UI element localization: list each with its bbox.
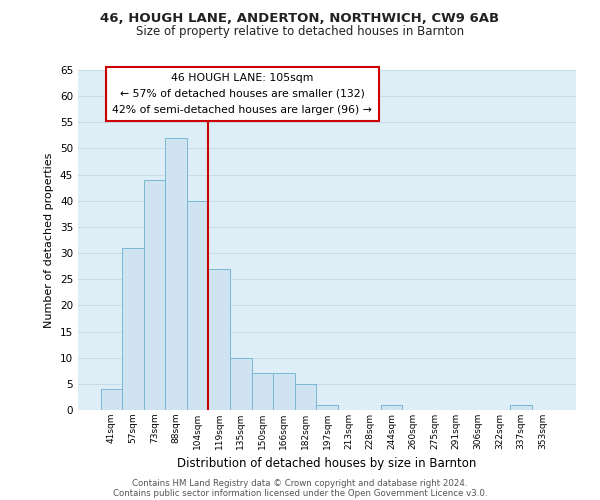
- Bar: [166, 138, 187, 410]
- Text: 46, HOUGH LANE, ANDERTON, NORTHWICH, CW9 6AB: 46, HOUGH LANE, ANDERTON, NORTHWICH, CW9…: [100, 12, 500, 26]
- Bar: [251, 374, 273, 410]
- Bar: [510, 405, 532, 410]
- Bar: [101, 389, 122, 410]
- Bar: [295, 384, 316, 410]
- Bar: [144, 180, 166, 410]
- Text: Contains HM Land Registry data © Crown copyright and database right 2024.: Contains HM Land Registry data © Crown c…: [132, 478, 468, 488]
- Bar: [316, 405, 338, 410]
- X-axis label: Distribution of detached houses by size in Barnton: Distribution of detached houses by size …: [178, 458, 476, 470]
- Text: Contains public sector information licensed under the Open Government Licence v3: Contains public sector information licen…: [113, 488, 487, 498]
- Bar: [230, 358, 251, 410]
- Bar: [208, 269, 230, 410]
- Bar: [273, 374, 295, 410]
- Text: 46 HOUGH LANE: 105sqm
← 57% of detached houses are smaller (132)
42% of semi-det: 46 HOUGH LANE: 105sqm ← 57% of detached …: [112, 74, 372, 114]
- Text: Size of property relative to detached houses in Barnton: Size of property relative to detached ho…: [136, 25, 464, 38]
- Bar: [187, 201, 208, 410]
- Bar: [122, 248, 144, 410]
- Bar: [381, 405, 403, 410]
- Y-axis label: Number of detached properties: Number of detached properties: [44, 152, 55, 328]
